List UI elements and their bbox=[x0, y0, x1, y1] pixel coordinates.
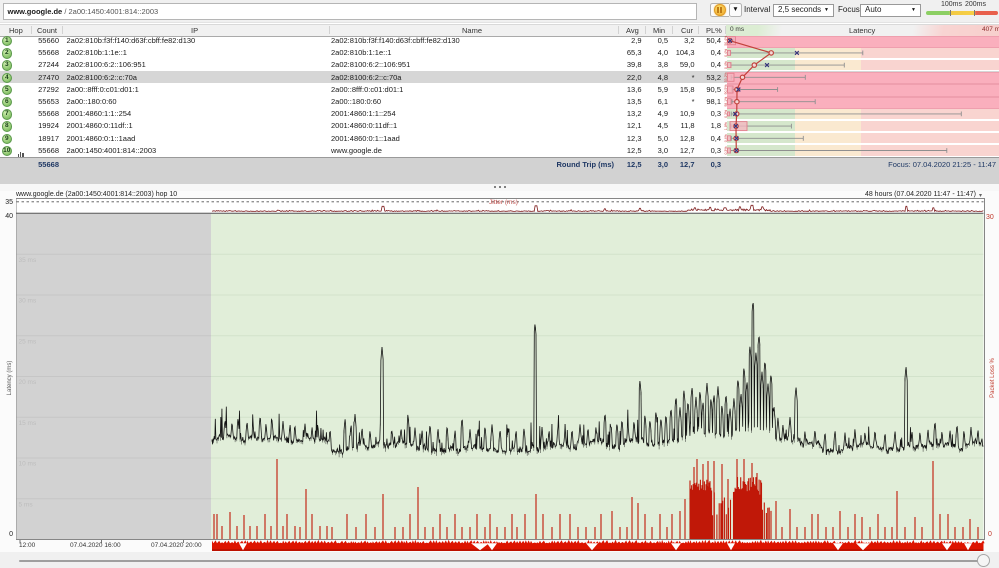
svg-text:1,8%: 1,8% bbox=[724, 122, 728, 130]
svg-text:0,4%: 0,4% bbox=[724, 134, 728, 142]
svg-text:53,2%: 53,2% bbox=[724, 72, 728, 82]
svg-text:5 ms: 5 ms bbox=[19, 501, 34, 508]
svg-text:Jitter (ms): Jitter (ms) bbox=[489, 199, 518, 206]
svg-text:90,5%: 90,5% bbox=[724, 85, 728, 95]
svg-text:30 ms: 30 ms bbox=[19, 297, 37, 304]
svg-text:10 ms: 10 ms bbox=[19, 460, 37, 467]
svg-text:98,1%: 98,1% bbox=[724, 97, 728, 107]
svg-text:0,4%: 0,4% bbox=[724, 49, 728, 57]
svg-text:0,3%: 0,3% bbox=[724, 110, 728, 118]
svg-text:15 ms: 15 ms bbox=[19, 419, 37, 426]
svg-text:0,3%: 0,3% bbox=[724, 147, 728, 155]
svg-text:25 ms: 25 ms bbox=[19, 338, 37, 345]
svg-text:35 ms: 35 ms bbox=[19, 256, 37, 263]
svg-text:0,4%: 0,4% bbox=[724, 61, 728, 69]
svg-text:20 ms: 20 ms bbox=[19, 379, 37, 386]
svg-text:50,4%: 50,4% bbox=[724, 36, 728, 46]
